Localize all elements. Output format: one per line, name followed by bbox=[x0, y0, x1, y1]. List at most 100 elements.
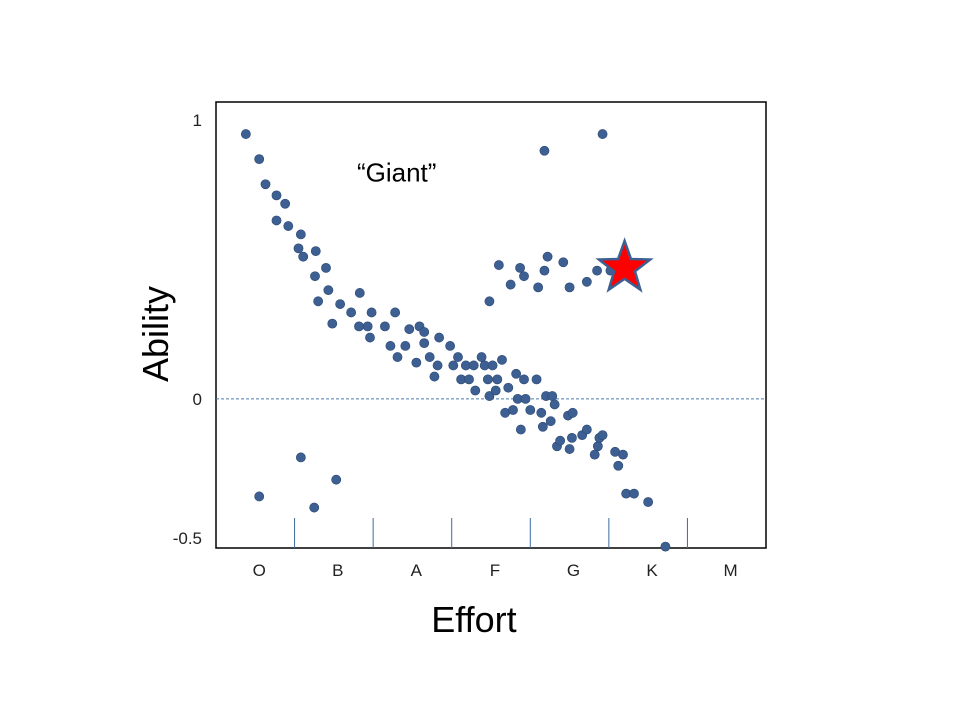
y-axis-title: Ability bbox=[135, 286, 176, 382]
data-point bbox=[362, 321, 373, 332]
data-point bbox=[448, 360, 459, 371]
x-tick-label: G bbox=[567, 561, 580, 580]
data-point bbox=[558, 257, 569, 268]
data-point bbox=[549, 399, 560, 410]
x-axis-title: Effort bbox=[431, 599, 516, 640]
data-point bbox=[293, 243, 304, 254]
data-point bbox=[505, 279, 516, 290]
data-point bbox=[581, 276, 592, 287]
data-point bbox=[424, 352, 435, 362]
data-point bbox=[445, 341, 456, 351]
data-point bbox=[476, 352, 487, 362]
data-point bbox=[660, 541, 671, 552]
data-point bbox=[525, 405, 536, 415]
highlight-star bbox=[595, 237, 654, 293]
star-marker bbox=[595, 237, 654, 293]
data-point bbox=[271, 190, 282, 201]
data-point bbox=[464, 374, 474, 385]
data-point bbox=[564, 444, 575, 454]
data-point bbox=[519, 374, 529, 385]
data-point bbox=[547, 391, 558, 401]
data-point bbox=[519, 271, 529, 282]
data-point bbox=[536, 407, 547, 418]
data-point bbox=[380, 321, 390, 332]
data-point bbox=[511, 368, 522, 379]
data-point bbox=[520, 393, 531, 404]
data-point bbox=[411, 357, 422, 368]
data-point bbox=[295, 452, 306, 463]
data-point bbox=[390, 307, 401, 318]
y-tick-labels: 1 0 -0.5 bbox=[173, 111, 202, 548]
data-point bbox=[392, 352, 403, 362]
data-point bbox=[592, 265, 602, 276]
data-point bbox=[313, 296, 324, 307]
x-tick-label: O bbox=[253, 561, 266, 580]
data-point bbox=[531, 374, 542, 385]
data-point bbox=[597, 129, 608, 139]
data-point bbox=[629, 488, 639, 499]
data-point bbox=[254, 154, 265, 165]
data-point bbox=[484, 296, 495, 307]
data-point bbox=[482, 374, 493, 385]
data-point bbox=[564, 282, 575, 293]
x-tick-label: B bbox=[332, 561, 343, 580]
data-point bbox=[453, 352, 463, 362]
data-point bbox=[613, 460, 624, 471]
data-point bbox=[419, 327, 430, 337]
data-point bbox=[643, 497, 654, 507]
data-point bbox=[539, 265, 550, 276]
data-point bbox=[539, 145, 550, 156]
data-point bbox=[240, 129, 251, 139]
data-point bbox=[385, 341, 396, 351]
data-point bbox=[515, 424, 526, 435]
data-point bbox=[260, 179, 271, 190]
data-point bbox=[497, 354, 507, 365]
x-tick-label: M bbox=[724, 561, 738, 580]
x-tick-label: K bbox=[646, 561, 658, 580]
data-point bbox=[597, 430, 608, 441]
data-points bbox=[240, 129, 671, 552]
data-point bbox=[366, 307, 377, 318]
data-point bbox=[468, 360, 479, 371]
data-point bbox=[592, 441, 603, 452]
data-point bbox=[432, 360, 443, 371]
data-point bbox=[429, 371, 440, 382]
data-point bbox=[310, 271, 320, 282]
plot-area bbox=[215, 101, 767, 549]
data-point bbox=[298, 251, 309, 262]
data-point bbox=[589, 449, 600, 460]
x-category-dividers bbox=[294, 518, 688, 548]
data-point bbox=[354, 321, 364, 332]
data-point bbox=[280, 198, 291, 209]
data-point bbox=[335, 299, 346, 309]
data-point bbox=[567, 432, 577, 443]
data-point bbox=[295, 229, 306, 240]
data-point bbox=[419, 338, 430, 349]
y-tick-label: 1 bbox=[193, 111, 202, 130]
data-point bbox=[567, 407, 578, 418]
y-tick-label: 0 bbox=[193, 390, 202, 409]
data-point bbox=[555, 435, 566, 446]
data-point bbox=[331, 474, 342, 485]
data-point bbox=[537, 421, 548, 432]
data-point bbox=[400, 341, 411, 351]
data-point bbox=[493, 260, 504, 270]
x-tick-label: A bbox=[411, 561, 423, 580]
data-point bbox=[545, 416, 556, 427]
data-point bbox=[283, 221, 294, 231]
data-point bbox=[487, 360, 498, 371]
data-point bbox=[327, 318, 338, 329]
data-point bbox=[484, 391, 495, 401]
data-point bbox=[309, 502, 320, 513]
data-point bbox=[503, 382, 514, 393]
data-point bbox=[508, 405, 518, 415]
x-tick-label: F bbox=[490, 561, 500, 580]
data-point bbox=[271, 215, 282, 226]
y-tick-label: -0.5 bbox=[173, 529, 202, 548]
data-point bbox=[581, 424, 592, 435]
data-point bbox=[470, 385, 481, 396]
data-point bbox=[490, 385, 501, 396]
data-point bbox=[533, 282, 544, 293]
